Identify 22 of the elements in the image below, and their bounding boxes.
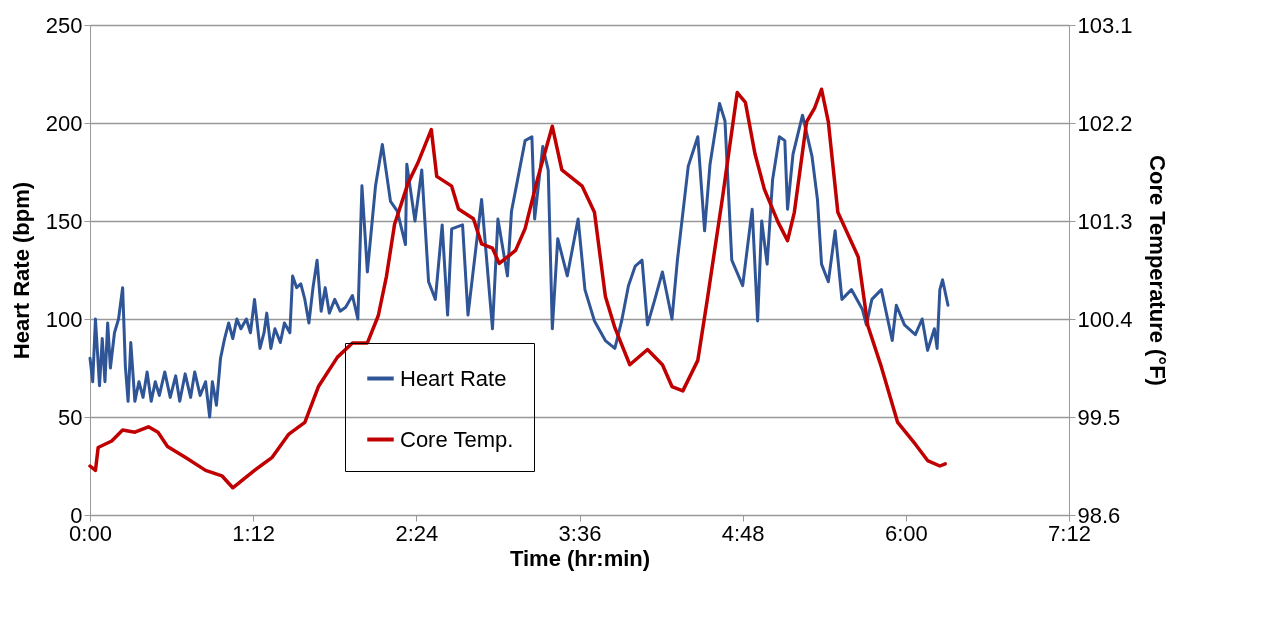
y-tick-label: 100: [45, 306, 83, 332]
y-tick-label: 250: [45, 12, 83, 38]
x-tick-label: 2:24: [395, 520, 439, 546]
y2-axis-title: Core Temperature (°F): [1144, 155, 1170, 386]
y-axis-title: Heart Rate (bpm): [8, 181, 34, 360]
y2-tick-label: 103.1: [1077, 12, 1133, 38]
x-tick-label: 1:12: [232, 520, 276, 546]
y2-tick-label: 102.2: [1077, 110, 1133, 136]
y2-tick-label: 100.4: [1077, 306, 1133, 332]
x-axis-title: Time (hr:min): [509, 545, 651, 571]
y-tick-label: 50: [58, 404, 83, 430]
x-tick-label: 3:36: [558, 520, 602, 546]
legend-label: Core Temp.: [400, 426, 514, 452]
y2-tick-label: 101.3: [1077, 208, 1133, 234]
y-tick-label: 200: [45, 110, 83, 136]
legend-label: Heart Rate: [400, 365, 507, 391]
y2-tick-label: 99.5: [1077, 404, 1121, 430]
line-series: [88, 87, 948, 490]
x-tick-label: 6:00: [884, 520, 928, 546]
line-series: [88, 101, 950, 419]
y-tick-label: 150: [45, 208, 83, 234]
x-tick-label: 4:48: [721, 520, 765, 546]
